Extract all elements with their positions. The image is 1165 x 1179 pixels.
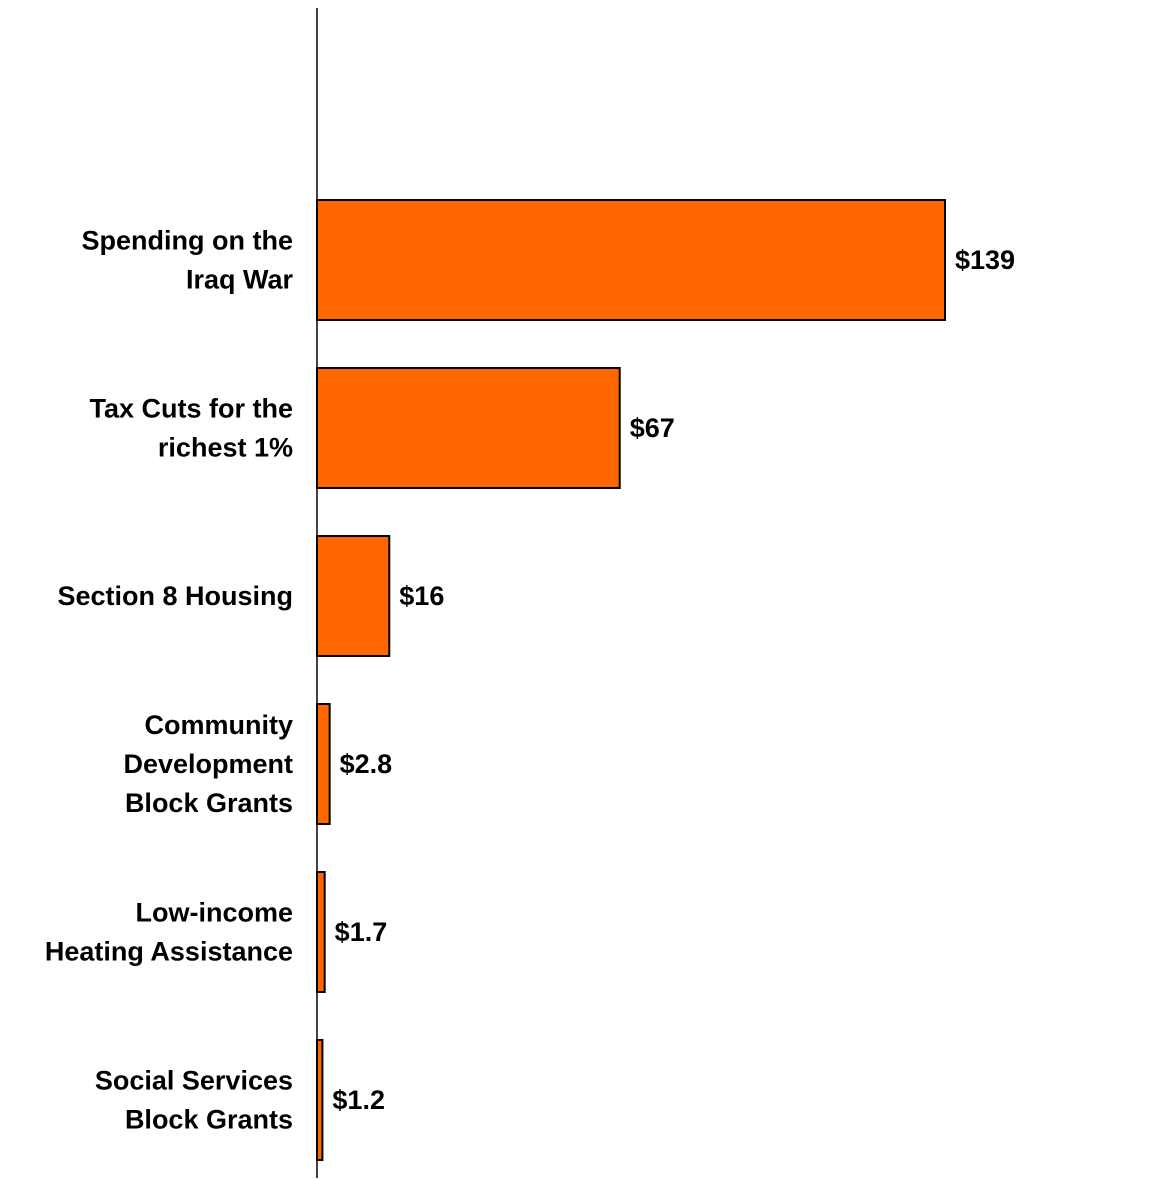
data-labels-layer: $139 $67 $16 $2.8 $1.7 $1.2 [332, 245, 1015, 1115]
category-label: Community [145, 710, 294, 740]
data-label: $2.8 [340, 749, 393, 779]
data-label: $16 [399, 581, 444, 611]
data-label: $67 [630, 413, 675, 443]
bar [316, 871, 326, 993]
data-label: $1.2 [332, 1085, 385, 1115]
category-label: Heating Assistance [45, 937, 293, 967]
category-label: Iraq War [186, 265, 294, 295]
bar [316, 703, 331, 825]
category-label: Tax Cuts for the [89, 394, 293, 424]
category-label: Development [123, 749, 293, 779]
data-label: $139 [955, 245, 1015, 275]
category-label: richest 1% [158, 433, 293, 463]
bar [316, 535, 391, 657]
bar [316, 367, 621, 489]
category-label: Low-income [135, 898, 293, 928]
category-label: Section 8 Housing [57, 581, 293, 611]
category-label: Social Services [95, 1066, 293, 1096]
data-label: $1.7 [335, 917, 388, 947]
category-label: Block Grants [125, 1105, 293, 1135]
bars-layer [316, 199, 946, 1161]
bar [316, 199, 946, 321]
bar [316, 1039, 324, 1161]
category-labels-layer: Spending on the Iraq War Tax Cuts for the r… [45, 226, 294, 1135]
category-label: Spending on the [82, 226, 293, 256]
category-label: Block Grants [125, 788, 293, 818]
